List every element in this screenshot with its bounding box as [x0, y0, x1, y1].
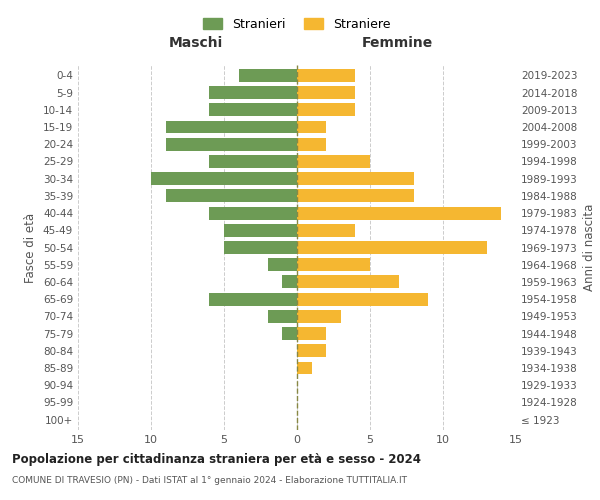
Bar: [297, 292, 428, 306]
Bar: [283, 327, 297, 340]
Bar: [297, 190, 414, 202]
Bar: [209, 86, 297, 99]
Bar: [224, 224, 297, 236]
Bar: [209, 155, 297, 168]
Bar: [166, 120, 297, 134]
Bar: [297, 138, 326, 150]
Bar: [297, 224, 355, 236]
Bar: [268, 258, 297, 271]
Bar: [209, 292, 297, 306]
Bar: [283, 276, 297, 288]
Bar: [297, 241, 487, 254]
Y-axis label: Anni di nascita: Anni di nascita: [583, 204, 596, 291]
Text: Maschi: Maschi: [169, 36, 223, 51]
Bar: [297, 206, 502, 220]
Bar: [297, 120, 326, 134]
Bar: [209, 206, 297, 220]
Bar: [239, 69, 297, 82]
Bar: [268, 310, 297, 323]
Bar: [297, 362, 311, 374]
Bar: [166, 190, 297, 202]
Bar: [297, 155, 370, 168]
Bar: [297, 69, 355, 82]
Text: Popolazione per cittadinanza straniera per età e sesso - 2024: Popolazione per cittadinanza straniera p…: [12, 452, 421, 466]
Bar: [297, 344, 326, 358]
Bar: [297, 327, 326, 340]
Bar: [224, 241, 297, 254]
Text: COMUNE DI TRAVESIO (PN) - Dati ISTAT al 1° gennaio 2024 - Elaborazione TUTTITALI: COMUNE DI TRAVESIO (PN) - Dati ISTAT al …: [12, 476, 407, 485]
Bar: [297, 276, 399, 288]
Bar: [297, 258, 370, 271]
Bar: [166, 138, 297, 150]
Bar: [297, 86, 355, 99]
Bar: [209, 104, 297, 116]
Text: Femmine: Femmine: [362, 36, 433, 51]
Bar: [297, 172, 414, 185]
Bar: [297, 104, 355, 116]
Bar: [297, 310, 341, 323]
Legend: Stranieri, Straniere: Stranieri, Straniere: [199, 13, 395, 36]
Bar: [151, 172, 297, 185]
Y-axis label: Fasce di età: Fasce di età: [25, 212, 37, 282]
